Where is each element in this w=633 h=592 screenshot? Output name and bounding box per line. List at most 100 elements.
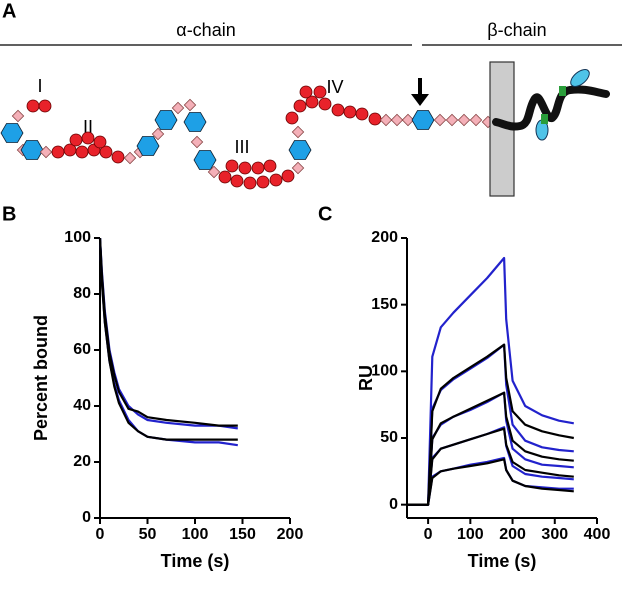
glycan-circle (225, 159, 239, 173)
glycan-diamond (291, 161, 305, 175)
y-tick-label: 60 (73, 341, 91, 358)
glycan-diamond (171, 101, 185, 115)
glycan-circle (293, 99, 307, 113)
site (559, 86, 566, 96)
glycan-circle (93, 135, 107, 149)
x-tick-label: 200 (277, 526, 304, 543)
glycan-circle (343, 105, 357, 119)
cleavage-arrowhead (411, 94, 429, 106)
glycan-circle (230, 174, 244, 188)
x-tick-label: 100 (457, 526, 484, 543)
y-tick-label: 0 (389, 496, 398, 513)
glycan-hexagon (183, 112, 207, 132)
y-tick-label: 40 (73, 397, 91, 414)
panel-label: A (2, 0, 16, 22)
glycan-diamond (39, 145, 53, 159)
panel-label: C (318, 203, 332, 225)
glycan-circle (111, 150, 125, 164)
glycan-circle (331, 103, 345, 117)
series-line (98, 237, 238, 430)
glycan-diamond (183, 98, 197, 112)
glycan-diamond (190, 135, 204, 149)
x-tick-label: 100 (182, 526, 209, 543)
glycan-hexagon (193, 150, 217, 170)
glycan-circle (263, 159, 277, 173)
region-label: I (37, 76, 42, 96)
x-tick-label: 0 (424, 526, 433, 543)
glycan-diamond (390, 113, 404, 127)
series-line (407, 458, 574, 506)
y-tick-label: 150 (371, 296, 398, 313)
glycan-circle (238, 161, 252, 175)
glycan-diamond (11, 109, 25, 123)
y-tick-label: 100 (64, 229, 91, 246)
glycan-circle (75, 145, 89, 159)
y-tick-label: 20 (73, 453, 91, 470)
glycan-circle (99, 145, 113, 159)
glycan-circle (251, 161, 265, 175)
glycan-hexagon (0, 123, 24, 143)
glycan-diamond (433, 113, 447, 127)
glycan-diamond (151, 127, 165, 141)
glycan-hexagon (136, 136, 160, 156)
glycan-diamond (123, 151, 137, 165)
glycan-diamond (379, 113, 393, 127)
glycan-hexagon (154, 110, 178, 130)
x-axis-label: Time (s) (468, 551, 537, 571)
glycan-circle (299, 85, 313, 99)
glycan-circle (318, 97, 332, 111)
region-label: IV (326, 77, 343, 97)
x-tick-label: 400 (584, 526, 611, 543)
glycan-hexagon (411, 110, 435, 130)
y-tick-label: 200 (371, 229, 398, 246)
x-tick-label: 150 (229, 526, 256, 543)
series-line (98, 237, 238, 427)
x-tick-label: 200 (499, 526, 526, 543)
glycan (570, 69, 590, 87)
glycan-hexagon (20, 140, 44, 160)
glycan-circle (38, 99, 52, 113)
glycan-diamond (291, 125, 305, 139)
x-tick-label: 0 (96, 526, 105, 543)
glycan-circle (218, 170, 232, 184)
glycan-circle (81, 131, 95, 145)
glycan-circle (305, 95, 319, 109)
region-label: II (83, 117, 93, 137)
series-line (98, 237, 238, 441)
glycan-chain (0, 85, 495, 190)
beta-chain (492, 85, 610, 131)
x-axis-label: Time (s) (161, 551, 230, 571)
glycan-diamond (401, 113, 415, 127)
glycan-circle (313, 85, 327, 99)
glycan-circle (269, 173, 283, 187)
panel-label: B (2, 203, 16, 225)
glycan-circle (26, 99, 40, 113)
beta-label: β-chain (487, 20, 546, 40)
y-tick-label: 80 (73, 285, 91, 302)
glycan-circle (243, 176, 257, 190)
glycan-circle (368, 112, 382, 126)
glycan-circle (51, 145, 65, 159)
y-tick-label: 50 (380, 429, 398, 446)
y-tick-label: 0 (82, 509, 91, 526)
x-tick-label: 50 (139, 526, 157, 543)
glycan-diamond (457, 113, 471, 127)
glycan-circle (281, 169, 295, 183)
alpha-label: α-chain (176, 20, 235, 40)
site (541, 114, 548, 124)
glycan-circle (285, 111, 299, 125)
glycan-diamond (445, 113, 459, 127)
region-label: III (234, 137, 249, 157)
y-axis-label: RU (356, 365, 376, 391)
glycan-circle (355, 107, 369, 121)
glycan-circle (69, 133, 83, 147)
y-axis-label: Percent bound (31, 315, 51, 441)
series-line (98, 237, 238, 447)
y-tick-label: 100 (371, 363, 398, 380)
glycan-hexagon (288, 140, 312, 160)
glycan-circle (256, 175, 270, 189)
glycan-diamond (207, 165, 221, 179)
glycan-diamond (469, 113, 483, 127)
x-tick-label: 300 (541, 526, 568, 543)
